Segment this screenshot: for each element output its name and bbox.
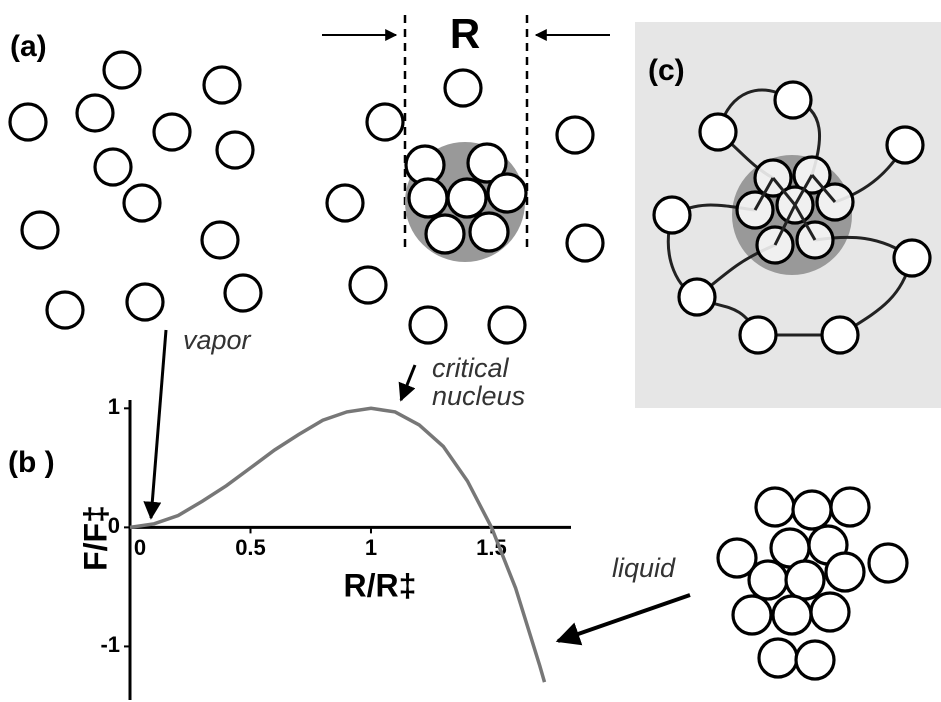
y-axis-label: F/F‡ xyxy=(77,505,113,571)
annotation: critical xyxy=(432,353,510,383)
x-tick-label: 0 xyxy=(134,535,146,560)
vapor-arrow xyxy=(151,330,166,518)
critical-nucleus-scene xyxy=(322,15,610,343)
x-tick-label: 1 xyxy=(365,535,377,560)
x-axis-label: R/R‡ xyxy=(344,567,417,603)
panel-label: (c) xyxy=(648,54,685,87)
liquid-arrow xyxy=(558,595,690,641)
y-tick-label: -1 xyxy=(100,632,120,657)
panel-label: (b ) xyxy=(8,446,55,479)
vapor-particles xyxy=(10,52,261,328)
annotation: nucleus xyxy=(432,381,525,411)
liquid-cluster xyxy=(718,488,907,679)
figure: (a) (b ) (c) R xyxy=(0,0,941,702)
critical-arrow xyxy=(401,365,415,400)
y-tick-label: 1 xyxy=(108,394,120,419)
annotation: vapor xyxy=(183,325,252,355)
x-tick-label: 0.5 xyxy=(235,535,266,560)
panel-label: (a) xyxy=(10,30,47,63)
width-label: R xyxy=(450,10,480,57)
annotation: liquid xyxy=(612,553,676,583)
